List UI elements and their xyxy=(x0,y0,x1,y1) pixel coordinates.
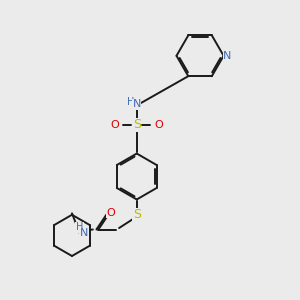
Text: N: N xyxy=(223,51,232,61)
Text: H: H xyxy=(127,97,134,107)
Text: N: N xyxy=(133,99,141,110)
Text: O: O xyxy=(110,120,119,130)
Text: N: N xyxy=(80,228,88,238)
Text: H: H xyxy=(76,222,83,233)
Text: S: S xyxy=(133,208,141,221)
Text: O: O xyxy=(107,208,116,218)
Text: O: O xyxy=(154,120,163,130)
Text: S: S xyxy=(133,118,141,131)
